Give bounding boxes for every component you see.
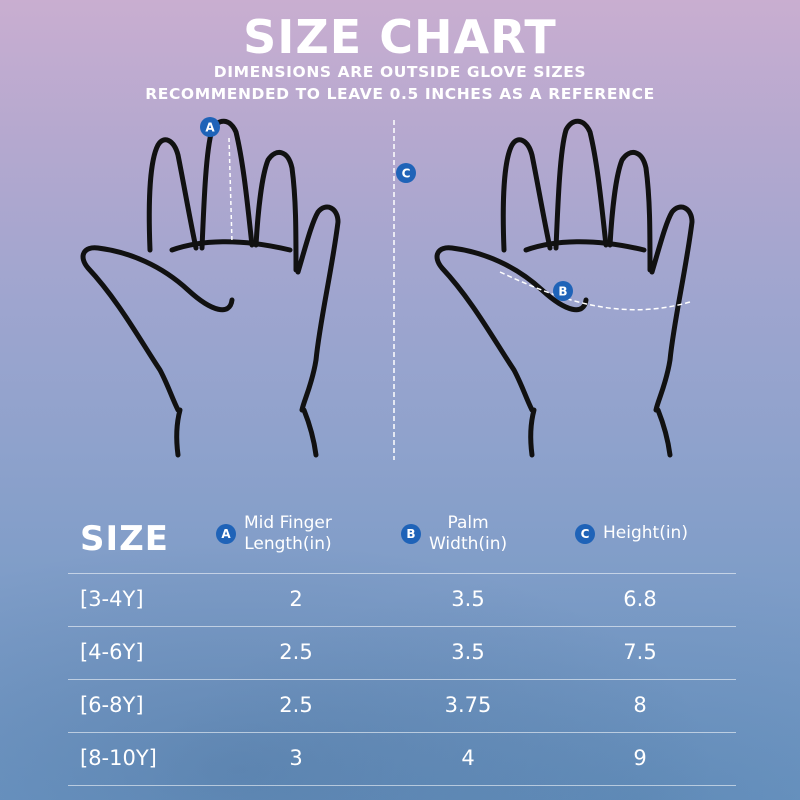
palm-cell: 4 — [461, 746, 475, 770]
background-haze — [0, 500, 800, 800]
height-cell: 9 — [633, 746, 647, 770]
height-label: Height(in) — [603, 523, 688, 543]
table-row: [8-10Y] 3 4 9 — [68, 732, 736, 786]
badge-b-icon: B — [553, 281, 573, 301]
svg-text:C: C — [402, 167, 411, 181]
finger-length-label-1: Mid Finger — [244, 513, 332, 533]
table-header: SIZE A Mid Finger Length(in) B Palm Widt… — [68, 505, 736, 573]
table-row: [6-8Y] 2.5 3.75 8 — [68, 679, 736, 732]
finger-cell: 2.5 — [279, 693, 313, 717]
finger-cell: 2 — [289, 587, 303, 611]
table-row: [4-6Y] 2.5 3.5 7.5 — [68, 626, 736, 679]
palm-cell: 3.5 — [451, 587, 485, 611]
svg-text:B: B — [558, 285, 567, 299]
palm-width-label-2: Width(in) — [429, 534, 508, 554]
size-table: SIZE A Mid Finger Length(in) B Palm Widt… — [68, 505, 736, 786]
finger-length-label-2: Length(in) — [244, 534, 332, 554]
palm-width-label-1: Palm — [447, 513, 489, 533]
badge-c-icon: C — [396, 163, 416, 183]
height-cell: 7.5 — [623, 640, 657, 664]
finger-measure-line — [228, 137, 233, 243]
svg-text:A: A — [205, 121, 215, 135]
subtitle-line-2: RECOMMENDED TO LEAVE 0.5 INCHES AS A REF… — [145, 85, 655, 103]
size-column-header: SIZE — [80, 519, 170, 559]
size-cell: [3-4Y] — [80, 587, 144, 611]
table-row: [3-4Y] 2 3.5 6.8 — [68, 573, 736, 626]
hand-illustration: A C B — [80, 117, 695, 460]
height-header: C Height(in) — [575, 523, 688, 544]
height-cell: 6.8 — [623, 587, 657, 611]
finger-cell: 3 — [289, 746, 303, 770]
right-hand-outline — [434, 118, 695, 458]
size-cell: [4-6Y] — [80, 640, 144, 664]
page-title: SIZE CHART — [243, 10, 557, 64]
palm-measure-line — [499, 271, 691, 311]
finger-length-header: A Mid Finger Length(in) — [216, 513, 332, 555]
height-cell: 8 — [633, 693, 647, 717]
finger-cell: 2.5 — [279, 640, 313, 664]
palm-cell: 3.75 — [444, 693, 492, 717]
size-cell: [8-10Y] — [80, 746, 157, 770]
badge-a-icon: A — [200, 117, 220, 137]
badge-a-icon: A — [216, 524, 236, 544]
subtitle-line-1: DIMENSIONS ARE OUTSIDE GLOVE SIZES — [213, 63, 587, 81]
badge-b-icon: B — [401, 524, 421, 544]
palm-cell: 3.5 — [451, 640, 485, 664]
palm-width-header: B Palm Width(in) — [401, 513, 507, 555]
left-hand-outline — [80, 118, 341, 458]
size-cell: [6-8Y] — [80, 693, 144, 717]
badge-c-icon: C — [575, 523, 595, 544]
